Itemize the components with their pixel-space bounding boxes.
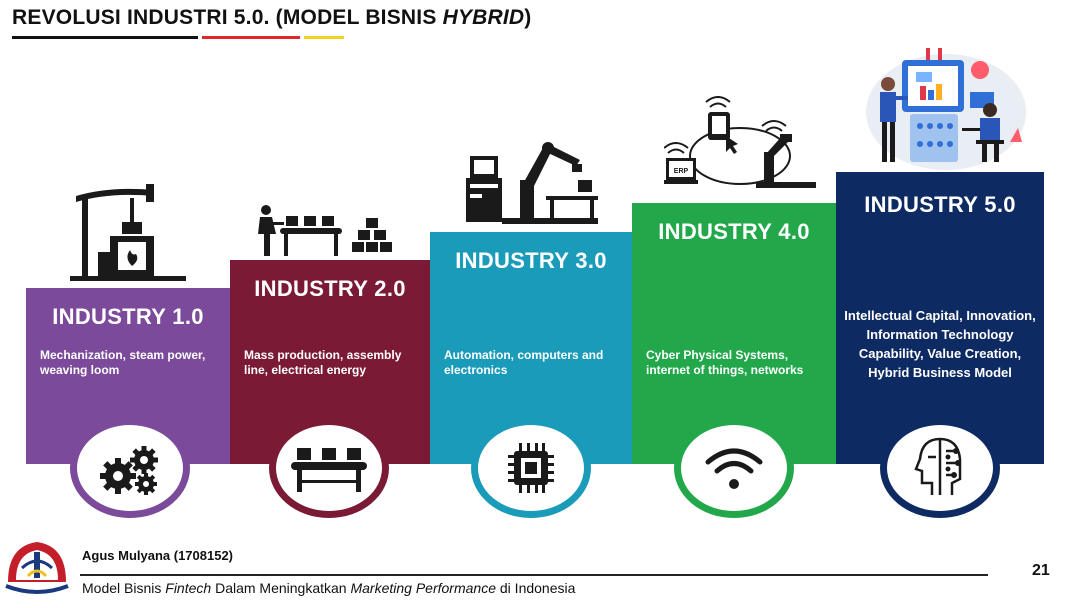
title-underline-red (202, 36, 300, 39)
industry-5-block: INDUSTRY 5.0 Intellectual Capital, Innov… (836, 172, 1044, 464)
industry-4-label: INDUSTRY 4.0 (658, 219, 810, 244)
industry-4-description: Cyber Physical Systems, internet of thin… (646, 348, 804, 377)
title-underline-yellow (304, 36, 344, 39)
hybrid-workplace-illustration (866, 48, 1026, 170)
industry-2-description: Mass production, assembly line, electric… (244, 348, 402, 377)
industry-5-icon-circle (880, 418, 1000, 518)
industry-3-description: Automation, computers and electronics (444, 348, 604, 377)
industry-1-label: INDUSTRY 1.0 (52, 304, 204, 329)
industry-5-label: INDUSTRY 5.0 (864, 192, 1016, 217)
industry-3-label: INDUSTRY 3.0 (455, 248, 607, 273)
erp-label: ERP (674, 168, 689, 175)
industry-1-icon-circle (70, 418, 190, 518)
industry-1-description: Mechanization, steam power, weaving loom (40, 348, 206, 377)
iot-network-illustration: ERP (664, 96, 816, 188)
human-robot-icon (914, 437, 962, 495)
industry-4-icon-circle (674, 418, 794, 518)
wifi-icon (705, 448, 763, 489)
assembly-line-icon (291, 448, 367, 492)
industry-2-icon-circle (269, 418, 389, 518)
assembly-worker-illustration (258, 205, 392, 256)
slide-title: REVOLUSI INDUSTRI 5.0. (MODEL BISNIS HYB… (12, 6, 532, 29)
chip-icon (508, 443, 554, 493)
footer-subtitle: Model Bisnis Fintech Dalam Meningkatkan … (82, 580, 576, 596)
university-logo (5, 542, 69, 594)
footer-divider (80, 574, 988, 576)
gears-icon (100, 446, 158, 495)
industry-5-description: Intellectual Capital, Innovation, Inform… (844, 308, 1036, 380)
industry-2-label: INDUSTRY 2.0 (254, 276, 406, 301)
robot-arm-illustration (466, 142, 598, 224)
steam-engine-illustration (70, 184, 186, 281)
title-underline-black (12, 36, 198, 39)
author-name: Agus Mulyana (1708152) (82, 548, 234, 563)
page-number: 21 (1032, 562, 1050, 579)
industry-3-icon-circle (471, 418, 591, 518)
